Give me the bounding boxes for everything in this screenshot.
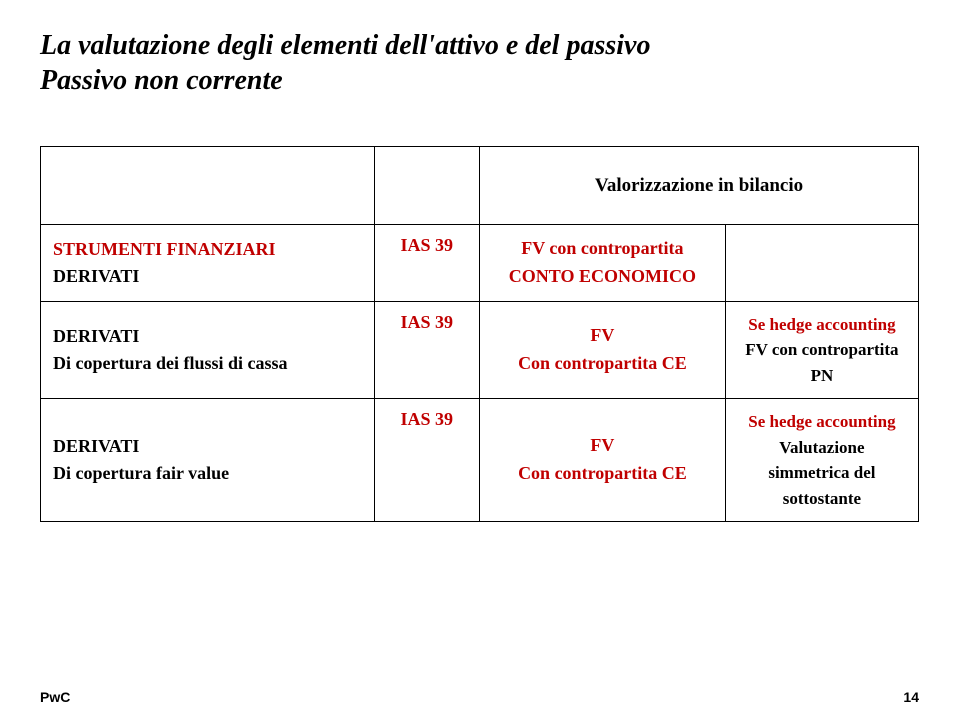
row-val: FVCon contropartita CE — [479, 399, 725, 522]
valuation-table: Valorizzazione in bilancio STRUMENTI FIN… — [40, 146, 919, 522]
table-row: DERIVATIDi copertura fair value IAS 39 F… — [41, 399, 919, 522]
header-blank-1 — [41, 147, 375, 225]
table-header-row: Valorizzazione in bilancio — [41, 147, 919, 225]
title-block: La valutazione degli elementi dell'attiv… — [40, 28, 919, 98]
header-valorizzazione: Valorizzazione in bilancio — [479, 147, 918, 225]
row-label: STRUMENTI FINANZIARIDERIVATI — [41, 225, 375, 302]
row-label: DERIVATIDi copertura fair value — [41, 399, 375, 522]
header-blank-2 — [374, 147, 479, 225]
row-val: FVCon contropartita CE — [479, 301, 725, 399]
row-note — [725, 225, 918, 302]
table-row: DERIVATIDi copertura dei flussi di cassa… — [41, 301, 919, 399]
row-ias: IAS 39 — [374, 301, 479, 399]
row-note: Se hedge accountingValutazione simmetric… — [725, 399, 918, 522]
row-val: FV con contropartitaCONTO ECONOMICO — [479, 225, 725, 302]
footer-left: PwC — [40, 689, 70, 705]
footer: PwC 14 — [40, 689, 919, 705]
title-line-1: La valutazione degli elementi dell'attiv… — [40, 28, 919, 63]
title-line-2: Passivo non corrente — [40, 63, 919, 98]
row-ias: IAS 39 — [374, 225, 479, 302]
footer-right: 14 — [903, 689, 919, 705]
row-label: DERIVATIDi copertura dei flussi di cassa — [41, 301, 375, 399]
row-note: Se hedge accountingFV con contropartita … — [725, 301, 918, 399]
table-body: STRUMENTI FINANZIARIDERIVATI IAS 39 FV c… — [41, 225, 919, 522]
table-row: STRUMENTI FINANZIARIDERIVATI IAS 39 FV c… — [41, 225, 919, 302]
row-ias: IAS 39 — [374, 399, 479, 522]
slide-page: La valutazione degli elementi dell'attiv… — [0, 0, 959, 723]
